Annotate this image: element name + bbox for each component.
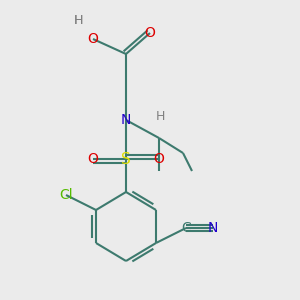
Text: O: O — [154, 152, 164, 166]
Text: N: N — [121, 113, 131, 127]
Text: Cl: Cl — [59, 188, 73, 202]
Text: H: H — [156, 110, 165, 124]
Text: S: S — [121, 152, 131, 166]
Text: N: N — [208, 221, 218, 235]
Text: H: H — [73, 14, 83, 28]
Text: C: C — [181, 221, 191, 235]
Text: O: O — [88, 152, 98, 166]
Text: O: O — [145, 26, 155, 40]
Text: O: O — [88, 32, 98, 46]
Text: H: H — [73, 14, 83, 28]
